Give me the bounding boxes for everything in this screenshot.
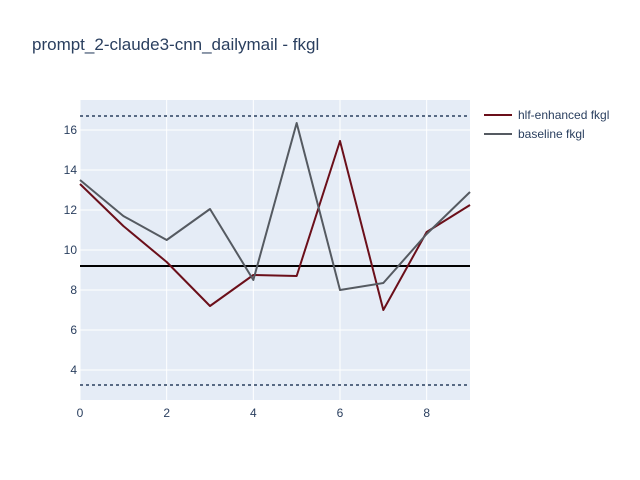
series-line-hlf-enhanced <box>79 140 471 311</box>
y-tick-label: 6 <box>70 323 77 337</box>
y-tick-label: 14 <box>64 163 78 177</box>
x-tick-label: 2 <box>163 406 170 420</box>
legend-item[interactable]: baseline fkgl <box>484 127 585 141</box>
y-gridlines <box>80 129 470 371</box>
x-tick-label: 6 <box>337 406 344 420</box>
y-tick-label: 8 <box>70 283 77 297</box>
x-tick-label: 8 <box>423 406 430 420</box>
y-tick-label: 10 <box>64 243 78 257</box>
series-lines <box>79 122 471 311</box>
legend[interactable]: hlf-enhanced fkgl baseline fkgl <box>484 108 609 141</box>
chart-title: prompt_2-claude3-cnn_dailymail - fkgl <box>32 35 319 54</box>
reference-lines <box>80 115 470 386</box>
y-tick-label: 16 <box>64 123 78 137</box>
legend-label: baseline fkgl <box>518 127 585 141</box>
legend-label: hlf-enhanced fkgl <box>518 108 609 122</box>
y-axis-ticks: 4 6 8 10 12 14 16 <box>64 123 78 377</box>
y-tick-label: 4 <box>70 363 77 377</box>
y-tick-label: 12 <box>64 203 78 217</box>
x-tick-label: 0 <box>77 406 84 420</box>
legend-item[interactable]: hlf-enhanced fkgl <box>484 108 609 122</box>
x-axis-ticks: 0 2 4 6 8 <box>77 406 431 420</box>
x-tick-label: 4 <box>250 406 257 420</box>
series-line-baseline <box>79 122 471 291</box>
